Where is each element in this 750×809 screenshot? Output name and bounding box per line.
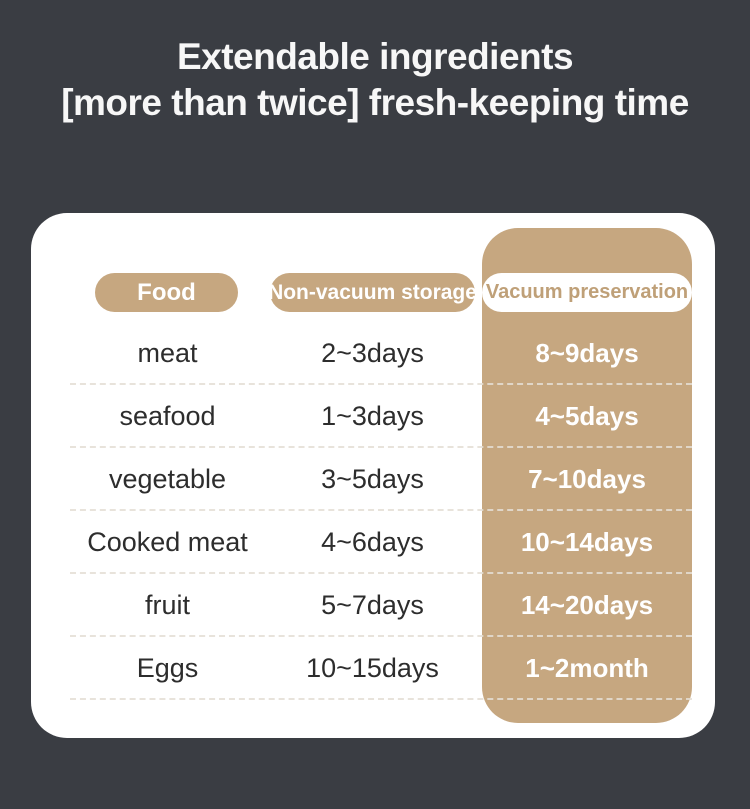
cell-food: Cooked meat <box>87 527 248 557</box>
table-card: Food Non-vacuum storage Vacuum preservat… <box>31 213 715 738</box>
cell-vacuum: 8~9days <box>535 338 639 368</box>
column-header-vacuum: Vacuum preservation <box>482 273 692 312</box>
cell-vacuum: 1~2month <box>525 653 649 683</box>
table-row: meat 2~3days 8~9days <box>31 322 715 385</box>
column-header-non-vacuum: Non-vacuum storage <box>268 273 477 312</box>
title-line-1: Extendable ingredients <box>176 36 574 77</box>
cell-vacuum: 10~14days <box>520 527 654 557</box>
cell-non-vacuum: 1~3days <box>321 401 424 431</box>
cell-non-vacuum: 10~15days <box>306 653 439 683</box>
page-title: Extendable ingredients [more than twice]… <box>0 34 750 126</box>
table-body: meat 2~3days 8~9days seafood 1~3days 4~5… <box>31 322 715 700</box>
table-row: fruit 5~7days 14~20days <box>31 574 715 637</box>
cell-non-vacuum: 5~7days <box>321 590 424 620</box>
cell-vacuum: 7~10days <box>528 464 646 494</box>
cell-non-vacuum: 4~6days <box>321 527 424 557</box>
row-separator <box>70 383 692 385</box>
table-row: Eggs 10~15days 1~2month <box>31 637 715 700</box>
cell-vacuum: 14~20days <box>520 590 654 620</box>
table-row: vegetable 3~5days 7~10days <box>31 448 715 511</box>
title-line-2: [more than twice] fresh-keeping time <box>61 82 689 123</box>
table-row: Cooked meat 4~6days 10~14days <box>31 511 715 574</box>
cell-non-vacuum: 3~5days <box>321 464 424 494</box>
row-separator <box>70 572 692 574</box>
row-separator <box>70 509 692 511</box>
table-row: seafood 1~3days 4~5days <box>31 385 715 448</box>
cell-non-vacuum: 2~3days <box>321 338 424 368</box>
cell-food: vegetable <box>108 464 227 494</box>
row-separator <box>70 446 692 448</box>
row-separator <box>70 698 692 700</box>
cell-food: Eggs <box>136 653 199 683</box>
column-header-food: Food <box>95 273 238 312</box>
row-separator <box>70 635 692 637</box>
cell-food: fruit <box>144 590 190 620</box>
cell-vacuum: 4~5days <box>535 401 639 431</box>
cell-food: meat <box>137 338 198 368</box>
cell-food: seafood <box>119 401 216 431</box>
